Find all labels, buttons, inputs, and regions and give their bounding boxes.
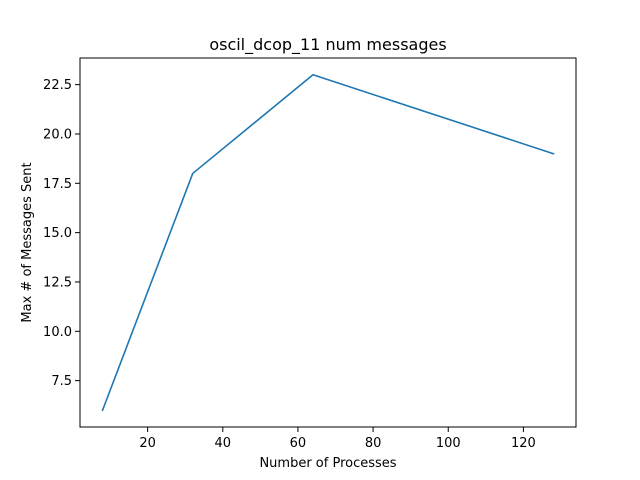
x-tick-label: 80 bbox=[365, 436, 382, 451]
y-tick-label: 22.5 bbox=[43, 78, 72, 93]
x-tick-label: 20 bbox=[139, 436, 156, 451]
y-tick-label: 17.5 bbox=[43, 177, 72, 192]
x-tick-label: 60 bbox=[290, 436, 307, 451]
chart-title: oscil_dcop_11 num messages bbox=[209, 35, 446, 55]
y-axis-ticks: 7.5 10.0 12.5 15.0 17.5 20.0 22.5 bbox=[43, 78, 80, 389]
series-line bbox=[101, 73, 555, 412]
x-axis-label: Number of Processes bbox=[259, 456, 396, 471]
y-tick-label: 20.0 bbox=[43, 127, 72, 142]
x-tick-label: 120 bbox=[511, 436, 536, 451]
y-tick-label: 12.5 bbox=[43, 275, 72, 290]
y-tick-label: 10.0 bbox=[43, 325, 72, 340]
y-tick-label: 7.5 bbox=[51, 374, 72, 389]
x-tick-label: 40 bbox=[215, 436, 232, 451]
x-axis-ticks: 20 40 60 80 100 120 bbox=[139, 427, 536, 451]
x-tick-label: 100 bbox=[436, 436, 461, 451]
y-tick-label: 15.0 bbox=[43, 226, 72, 241]
y-axis-label: Max # of Messages Sent bbox=[20, 162, 35, 322]
plot-area bbox=[101, 73, 555, 412]
axes-frame bbox=[79, 57, 577, 428]
